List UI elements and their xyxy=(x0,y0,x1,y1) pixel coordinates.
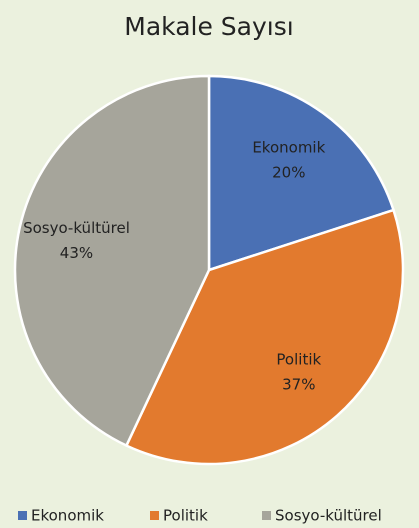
pie-slice xyxy=(124,208,405,466)
slice-category-label: Politik xyxy=(276,350,321,368)
legend-label: Ekonomik xyxy=(31,507,104,525)
pie-slice xyxy=(13,74,211,448)
slice-value-label: 37% xyxy=(282,375,315,393)
slice-category-label: Sosyo-kültürel xyxy=(23,219,130,237)
slice-value-label: 43% xyxy=(60,244,93,262)
pie-slice xyxy=(207,74,396,272)
legend-marker xyxy=(18,511,27,520)
legend-marker xyxy=(262,511,271,520)
legend-label: Politik xyxy=(163,507,208,525)
slice-category-label: Ekonomik xyxy=(252,139,325,157)
legend-label: Sosyo-kültürel xyxy=(275,507,382,525)
chart-title: Makale Sayısı xyxy=(124,12,293,41)
legend-marker xyxy=(150,511,159,520)
slice-value-label: 20% xyxy=(272,164,305,182)
